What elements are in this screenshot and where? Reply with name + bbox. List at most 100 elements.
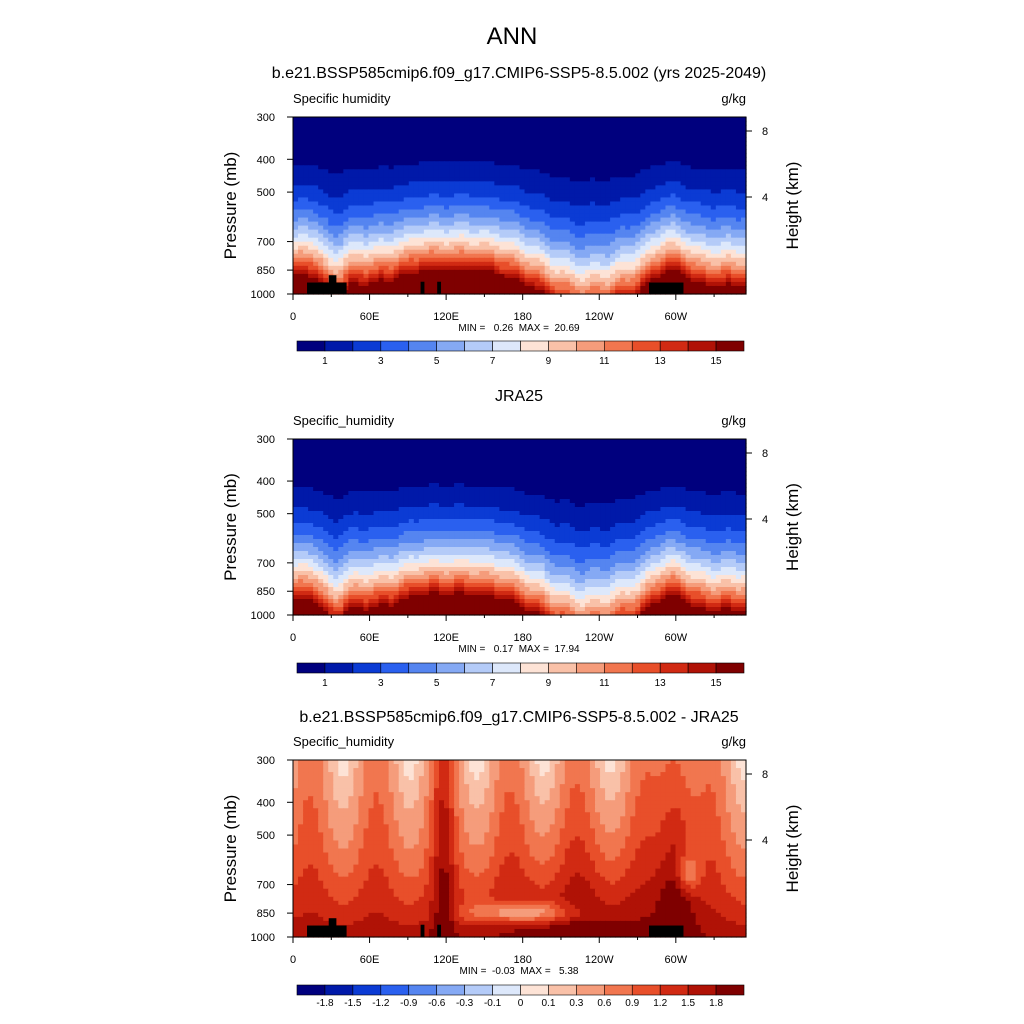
heatmap-cell bbox=[564, 261, 571, 267]
heatmap-cell bbox=[308, 439, 314, 444]
heatmap-cell bbox=[433, 269, 440, 275]
heatmap-cell bbox=[499, 289, 505, 295]
heatmap-cell bbox=[574, 217, 581, 223]
heatmap-cell bbox=[368, 229, 375, 235]
heatmap-cell bbox=[479, 463, 485, 468]
heatmap-cell bbox=[610, 463, 616, 468]
heatmap-cell bbox=[710, 225, 717, 231]
heatmap-cell bbox=[413, 145, 420, 150]
heatmap-cell bbox=[479, 121, 485, 126]
heatmap-cell bbox=[438, 475, 445, 480]
heatmap-cell bbox=[670, 213, 677, 219]
heatmap-cell bbox=[373, 249, 380, 255]
heatmap-cell bbox=[368, 463, 375, 468]
heatmap-cell bbox=[303, 237, 309, 243]
heatmap-cell bbox=[640, 471, 646, 476]
heatmap-cell bbox=[615, 153, 621, 158]
heatmap-cell bbox=[655, 265, 662, 271]
heatmap-cell bbox=[358, 253, 365, 259]
heatmap-cell bbox=[670, 237, 677, 243]
heatmap-cell bbox=[579, 447, 586, 452]
heatmap-cell bbox=[549, 145, 556, 150]
heatmap-cell bbox=[700, 125, 707, 130]
heatmap-cell bbox=[474, 185, 480, 191]
heatmap-cell bbox=[519, 133, 526, 138]
heatmap-cell bbox=[403, 257, 410, 263]
heatmap-cell bbox=[353, 125, 360, 130]
heatmap-cell bbox=[484, 153, 490, 158]
heatmap-cell bbox=[559, 265, 566, 271]
heatmap-cell bbox=[469, 117, 475, 122]
heatmap-cell bbox=[323, 117, 329, 122]
heatmap-cell bbox=[469, 125, 475, 130]
heatmap-cell bbox=[710, 229, 717, 235]
heatmap-cell bbox=[635, 209, 641, 215]
heatmap-cell bbox=[464, 261, 470, 267]
heatmap-cell bbox=[595, 177, 601, 182]
heatmap-cell bbox=[549, 157, 556, 162]
heatmap-cell bbox=[705, 253, 712, 259]
heatmap-cell bbox=[489, 253, 495, 259]
heatmap-cell bbox=[408, 173, 415, 178]
heatmap-cell bbox=[690, 221, 697, 227]
heatmap-cell bbox=[333, 121, 339, 126]
heatmap-cell bbox=[589, 185, 596, 191]
heatmap-cell bbox=[730, 129, 737, 134]
heatmap-cell bbox=[645, 213, 651, 219]
heatmap-cell bbox=[640, 133, 646, 138]
heatmap-cell bbox=[574, 181, 581, 186]
heatmap-cell bbox=[735, 217, 742, 223]
heatmap-cell bbox=[298, 161, 304, 166]
heatmap-cell bbox=[318, 467, 324, 472]
heatmap-cell bbox=[605, 181, 611, 186]
heatmap-cell bbox=[554, 229, 561, 235]
heatmap-cell bbox=[524, 121, 531, 126]
heatmap-cell bbox=[564, 157, 571, 162]
heatmap-cell bbox=[615, 463, 621, 468]
heatmap-cell bbox=[398, 117, 405, 122]
heatmap-cell bbox=[328, 225, 334, 231]
heatmap-cell bbox=[378, 189, 385, 195]
heatmap-cell bbox=[398, 237, 405, 243]
heatmap-cell bbox=[630, 121, 636, 126]
heatmap-cell bbox=[293, 197, 299, 203]
heatmap-cell bbox=[534, 281, 541, 287]
heatmap-cell bbox=[433, 257, 440, 263]
heatmap-cell bbox=[484, 281, 490, 287]
heatmap-cell bbox=[418, 249, 425, 255]
heatmap-cell bbox=[539, 233, 546, 239]
heatmap-cell bbox=[645, 237, 651, 243]
heatmap-cell bbox=[479, 165, 485, 170]
heatmap-cell bbox=[328, 475, 334, 480]
heatmap-cell bbox=[509, 241, 516, 247]
heatmap-cell bbox=[740, 249, 747, 255]
heatmap-cell bbox=[710, 451, 717, 456]
heatmap-cell bbox=[640, 193, 646, 199]
heatmap-cell bbox=[519, 471, 526, 476]
heatmap-cell bbox=[353, 169, 360, 174]
heatmap-cell bbox=[589, 125, 596, 130]
heatmap-cell bbox=[554, 173, 561, 178]
heatmap-cell bbox=[660, 467, 667, 472]
heatmap-cell bbox=[378, 265, 385, 271]
heatmap-cell bbox=[680, 253, 687, 259]
heatmap-cell bbox=[499, 451, 505, 456]
heatmap-cell bbox=[720, 149, 727, 154]
heatmap-cell bbox=[343, 117, 349, 122]
heatmap-cell bbox=[353, 205, 360, 211]
heatmap-cell bbox=[514, 225, 521, 231]
heatmap-cell bbox=[398, 189, 405, 195]
heatmap-cell bbox=[428, 173, 435, 178]
heatmap-cell bbox=[373, 181, 380, 186]
heatmap-cell bbox=[690, 217, 697, 223]
heatmap-cell bbox=[338, 213, 344, 219]
heatmap-cell bbox=[605, 201, 611, 207]
heatmap-cell bbox=[413, 197, 420, 203]
heatmap-cell bbox=[574, 241, 581, 247]
heatmap-cell bbox=[464, 479, 470, 484]
heatmap-cell bbox=[323, 475, 329, 480]
heatmap-cell bbox=[625, 289, 631, 295]
heatmap-cell bbox=[373, 137, 380, 142]
heatmap-cell bbox=[635, 443, 641, 448]
heatmap-cell bbox=[720, 451, 727, 456]
